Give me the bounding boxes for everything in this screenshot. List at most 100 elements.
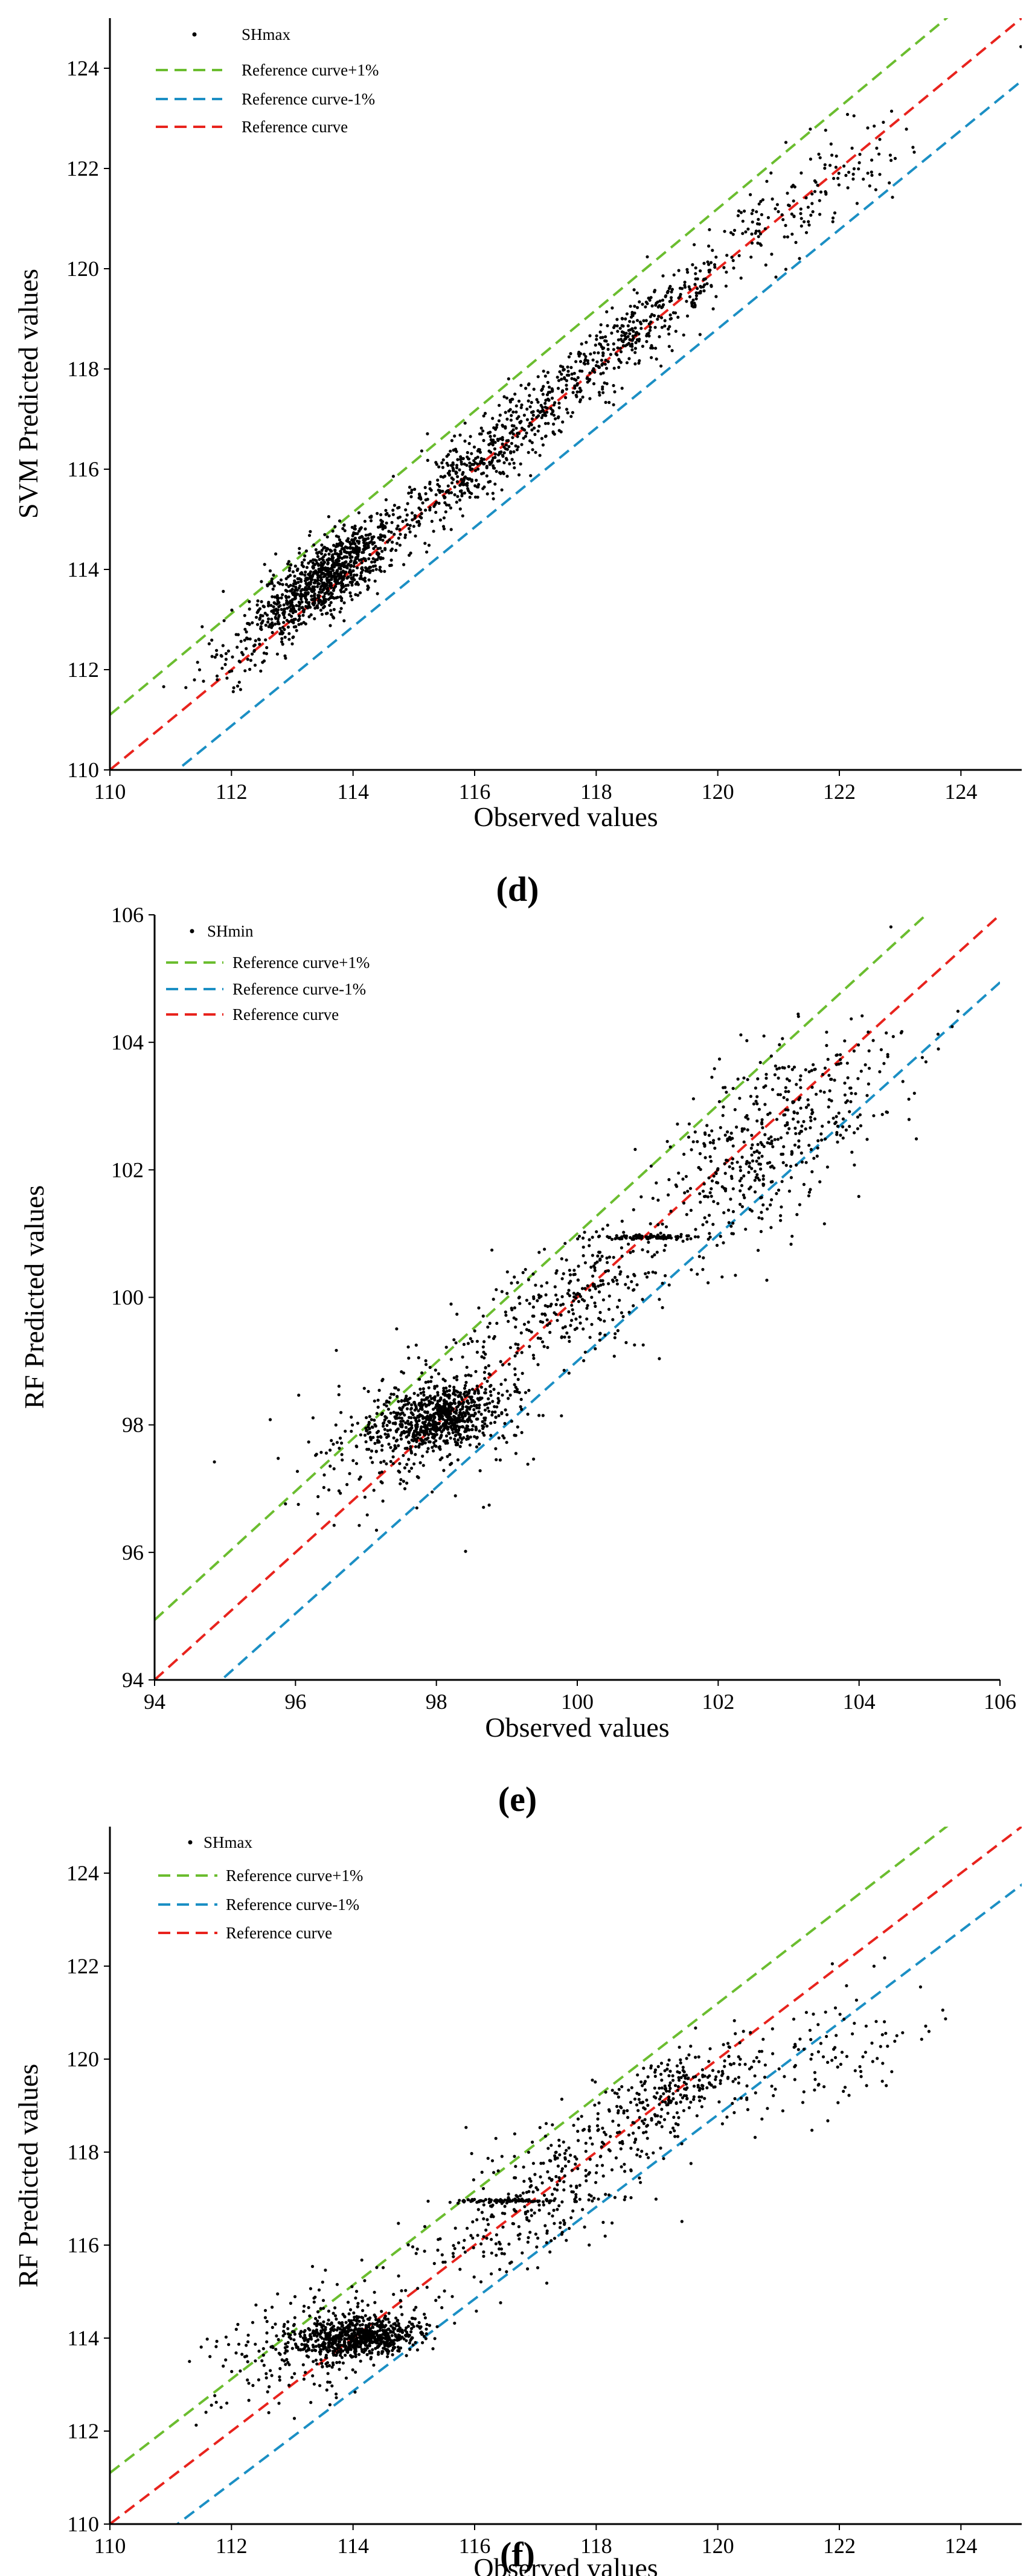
scatter-point [344,588,348,591]
scatter-point [756,1077,760,1081]
scatter-point [293,2316,296,2319]
scatter-point [647,334,651,338]
scatter-point [352,2329,356,2333]
scatter-point [514,1342,518,1346]
scatter-point [231,655,234,659]
scatter-point [331,553,335,557]
scatter-point [516,1347,520,1350]
scatter-point [449,449,452,453]
x-tick-label-d-7: 124 [944,780,977,804]
scatter-point [421,1390,426,1394]
scatter-point [340,1441,344,1445]
scatter-point [630,344,633,348]
scatter-point [804,1106,808,1109]
scatter-point [532,1356,536,1360]
scatter-point [345,2330,348,2333]
scatter-point [563,1242,567,1245]
scatter-point [828,164,832,167]
scatter-point [445,1389,449,1393]
scatter-point [757,217,760,221]
scatter-point [666,289,670,293]
scatter-point [354,2337,357,2341]
scatter-point [484,1416,487,1420]
scatter-point [493,1420,497,1424]
scatter-point [650,313,654,316]
scatter-point [354,2319,359,2323]
scatter-point [293,589,297,592]
scatter-point [770,1139,774,1143]
scatter-point [521,1270,525,1275]
scatter-point [357,2319,361,2323]
scatter-point [683,286,687,289]
scatter-point [383,1418,386,1422]
scatter-point [667,327,670,331]
scatter-point [315,551,319,555]
scatter-point [796,1111,799,1115]
scatter-point [374,568,378,571]
scatter-point [877,152,881,156]
scatter-point [687,1122,691,1126]
scatter-point [385,1399,389,1403]
scatter-point [612,367,616,370]
scatter-point [616,1305,620,1309]
scatter-point [290,642,294,646]
scatter-point [743,1196,746,1200]
scatter-point [763,1103,767,1106]
scatter-point [414,1453,417,1456]
scatter-point [631,1249,635,1253]
scatter-point [376,1399,380,1402]
scatter-point [442,1439,446,1443]
scatter-point [487,1397,490,1401]
scatter-point [482,1371,487,1374]
scatter-point [362,544,366,548]
scatter-point [299,2331,303,2334]
scatter-point [504,443,508,447]
scatter-point [386,2318,390,2321]
scatter-point [392,1436,396,1440]
scatter-point [473,1329,476,1333]
scatter-point [630,1280,633,1284]
y-tick-label-e-5: 104 [111,1030,144,1054]
scatter-point [557,2204,561,2208]
scatter-point [455,1378,459,1382]
scatter-point [865,1094,869,1097]
scatter-point [455,480,460,484]
scatter-point [373,1423,377,1427]
scatter-point [342,523,346,527]
scatter-point [442,1469,446,1472]
scatter-point [379,2342,383,2345]
scatter-point [456,475,460,479]
scatter-point [502,1436,506,1440]
scatter-point [396,1395,399,1399]
scatter-point [496,437,499,441]
scatter-point [326,2331,330,2335]
scatter-point [495,1458,498,1461]
y-axis-label-e: RF Predicted values [19,1185,50,1409]
scatter-point [243,614,246,617]
scatter-point [256,610,260,614]
scatter-point [836,1140,839,1144]
scatter-point [351,1459,355,1463]
scatter-point [468,461,472,465]
x-ticks-d: 110 112 114 116 118 120 122 124 [94,770,977,804]
scatter-point [735,1125,739,1129]
scatter-point [856,1115,860,1119]
scatter-point [807,220,810,223]
scatter-point [207,642,211,646]
scatter-point [707,1176,711,1180]
scatter-point [370,1418,373,1421]
scatter-point [746,1117,750,1121]
scatter-point [266,620,270,624]
scatter-point [395,1327,399,1331]
scatter-point [761,1174,765,1177]
y-axis-label-d: SVM Predicted values [13,269,43,519]
scatter-point [554,417,557,421]
scatter-point [481,1420,484,1423]
scatter-point [234,2327,238,2331]
scatter-point [823,163,827,167]
scatter-point [339,1411,343,1414]
scatter-point [297,607,301,611]
scatter-point [499,1360,502,1363]
scatter-point [342,577,345,580]
scatter-point [362,2319,365,2322]
